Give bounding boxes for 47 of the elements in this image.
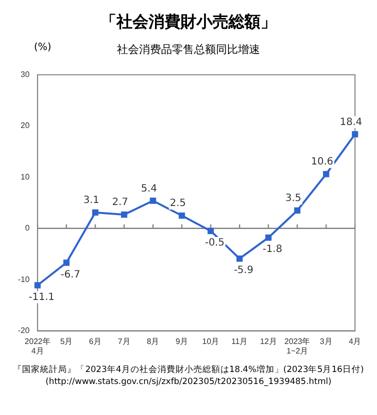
point xyxy=(150,198,156,204)
x-tick-label: 8月 xyxy=(146,336,160,346)
x-tick-label: 5月 xyxy=(60,336,73,346)
x-tick-label: 12月 xyxy=(260,336,277,346)
y-tick-label: 10 xyxy=(20,172,30,182)
point xyxy=(178,212,185,219)
point xyxy=(294,207,300,214)
y-tick-label: -20 xyxy=(18,326,30,336)
data-label: 2.5 xyxy=(170,198,186,210)
data-label: -11.1 xyxy=(28,292,54,303)
y-tick-label: 0 xyxy=(25,224,30,233)
x-tick-label: 2022年 4月 xyxy=(24,336,50,356)
x-tick-label: 10月 xyxy=(202,336,220,346)
point xyxy=(265,234,272,241)
chart-subtitle: 社会消费品零售总额同比增速 xyxy=(117,43,260,56)
x-tick-label: 3月 xyxy=(320,336,332,346)
data-label: 3.1 xyxy=(83,195,100,206)
x-tick-label: 11月 xyxy=(231,336,248,346)
point xyxy=(92,209,98,216)
data-label: 5.4 xyxy=(141,183,157,194)
data-label: -5.9 xyxy=(234,265,254,276)
point xyxy=(208,228,214,234)
data-label: 3.5 xyxy=(285,193,302,204)
y-tick-label: 20 xyxy=(20,121,30,130)
chart-title: 「社会消費財小売総額」 xyxy=(100,12,278,33)
x-tick-label: 4月 xyxy=(348,336,362,346)
point xyxy=(121,211,128,218)
data-label: -6.7 xyxy=(60,269,80,280)
x-tick-label: 2023年 1~2月 xyxy=(284,336,310,356)
data-label: -0.5 xyxy=(204,238,224,249)
data-label: 2.7 xyxy=(112,197,128,208)
x-tick-label: 9月 xyxy=(176,336,188,346)
point xyxy=(63,260,70,266)
y-axis-title: (%) xyxy=(34,42,52,53)
point xyxy=(323,171,330,178)
x-tick-label: 7月 xyxy=(118,336,130,346)
text: 『国家統計局』「2023年4月の社会消費財小売総額は18.4%増加」(2023年5月16日付) xyxy=(12,364,365,376)
y-tick-label: 30 xyxy=(20,70,30,80)
x-tick-label: 6月 xyxy=(89,336,102,346)
data-label: 18.4 xyxy=(340,116,362,128)
point xyxy=(352,131,358,138)
text: (http://www.stats.gov.cn/sj/zxfb/202305/t20230516_1939485.html) xyxy=(44,376,332,388)
point xyxy=(236,255,243,262)
data-label: 10.6 xyxy=(311,156,334,168)
data-label: -1.8 xyxy=(262,244,282,256)
point xyxy=(34,282,41,288)
y-tick-label: -10 xyxy=(18,274,30,284)
